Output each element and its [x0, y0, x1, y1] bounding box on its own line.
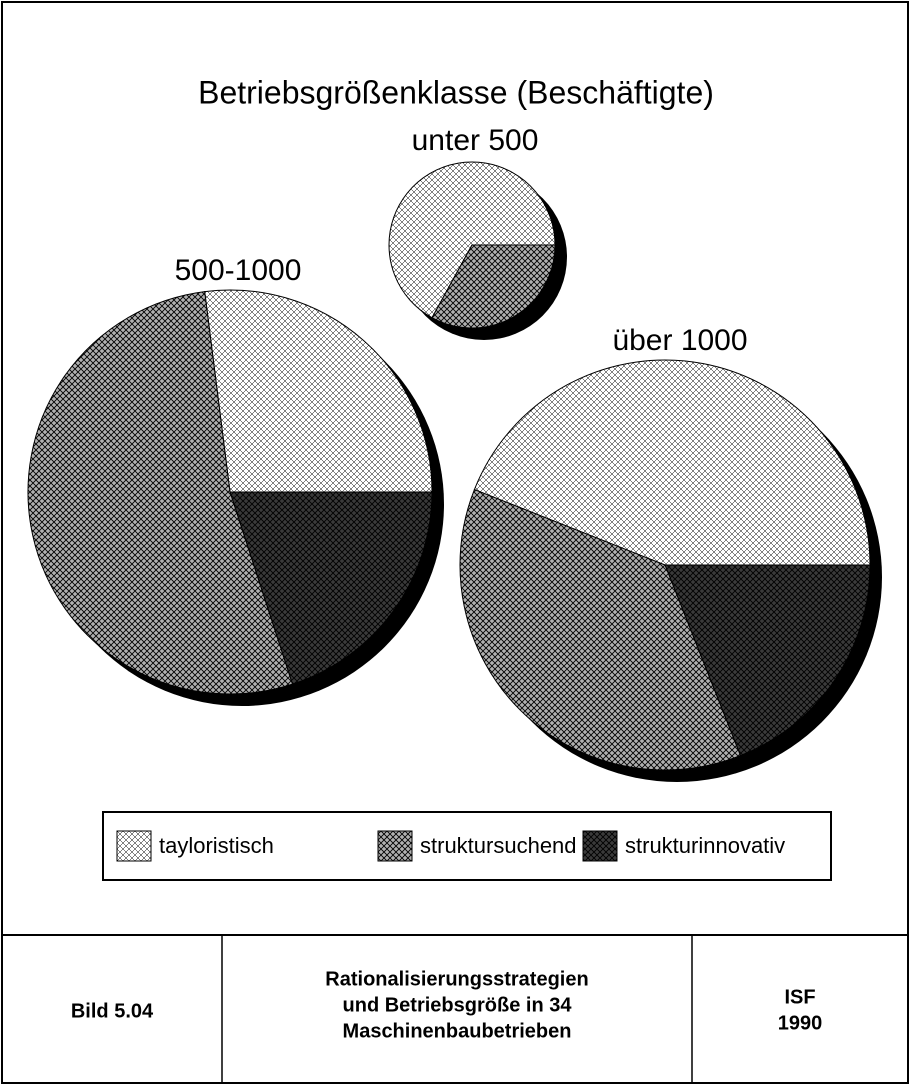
pie-label: 500-1000 — [175, 254, 302, 287]
pie-slice — [664, 564, 871, 757]
figure-label: Bild 5.04 — [71, 1000, 154, 1022]
pie-slice — [388, 161, 556, 319]
pie-slice — [229, 491, 433, 685]
pie-label: über 1000 — [612, 324, 747, 357]
source: 1990 — [778, 1012, 823, 1034]
legend-label: strukturinnovativ — [625, 833, 785, 858]
caption: und Betriebsgröße in 34 — [343, 994, 573, 1016]
pie-slice — [204, 289, 433, 493]
legend-swatch — [377, 830, 413, 862]
pie-label: unter 500 — [412, 124, 539, 157]
legend-label: struktursuchend — [420, 833, 577, 858]
pie-slice — [459, 488, 742, 771]
legend — [102, 811, 832, 881]
pie-slice — [27, 291, 294, 695]
caption: Maschinenbaubetrieben — [343, 1020, 572, 1042]
source: ISF — [784, 986, 815, 1008]
legend-swatch — [582, 830, 618, 862]
pie-slice — [473, 359, 871, 566]
legend-label: tayloristisch — [159, 833, 274, 858]
legend-swatch — [116, 830, 152, 862]
pie-slice — [431, 244, 556, 329]
caption: Rationalisierungsstrategien — [325, 968, 588, 990]
chart-title: Betriebsgrößenklasse (Beschäftigte) — [198, 74, 714, 110]
